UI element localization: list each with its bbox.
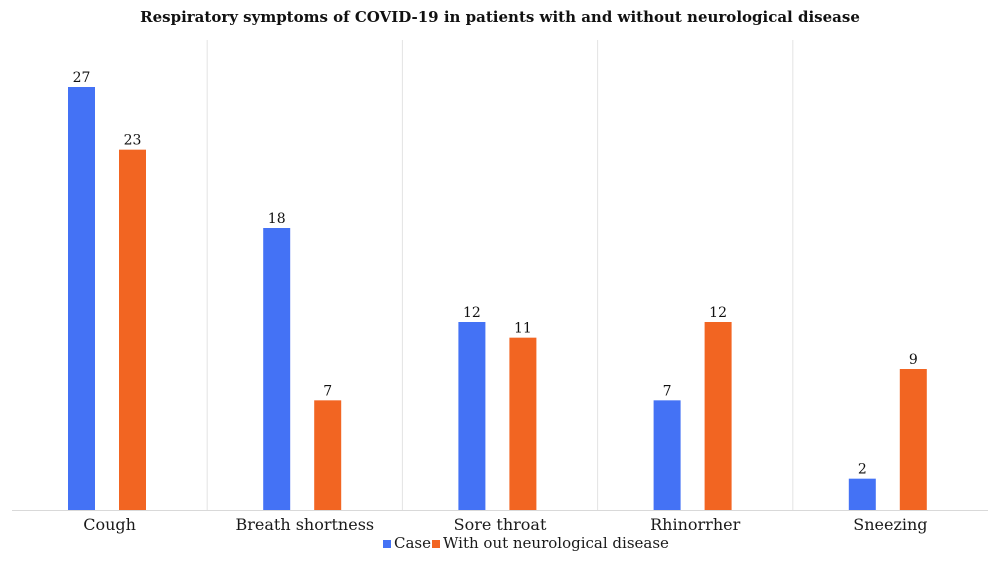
legend-swatch	[432, 540, 440, 548]
bar-case-cough	[68, 87, 95, 510]
x-tick-label: Sore throat	[454, 515, 547, 534]
bar-case-rhinorrher	[653, 400, 681, 510]
x-tick-label: Rhinorrher	[650, 515, 740, 534]
bar-without-neuro-sore-throat	[509, 337, 537, 510]
bar-without-neuro-cough	[119, 149, 146, 510]
x-tick-label: Sneezing	[853, 515, 927, 534]
x-tick-label: Cough	[83, 515, 136, 534]
legend-swatch	[383, 540, 391, 548]
bar-without-neuro-sneezing	[899, 369, 927, 510]
data-label: 7	[663, 383, 672, 399]
data-label: 9	[909, 352, 918, 368]
legend-label: With out neurological disease	[443, 534, 669, 552]
data-label: 18	[268, 211, 286, 227]
data-label: 2	[858, 462, 867, 478]
data-label: 27	[73, 70, 91, 86]
x-tick-label: Breath shortness	[235, 515, 374, 534]
data-label: 12	[463, 305, 481, 321]
legend-label: Case	[394, 534, 431, 552]
chart-title: Respiratory symptoms of COVID-19 in pati…	[140, 8, 860, 26]
bar-case-sore-throat	[458, 322, 486, 510]
bar-case-sneezing	[848, 478, 876, 510]
bar-without-neuro-breath-shortness	[314, 400, 342, 510]
data-label: 11	[514, 321, 532, 337]
bar-without-neuro-rhinorrher	[704, 322, 732, 510]
data-label: 12	[709, 305, 727, 321]
bar-case-breath-shortness	[263, 228, 291, 510]
data-label: 7	[323, 383, 332, 399]
data-label: 23	[124, 133, 142, 149]
